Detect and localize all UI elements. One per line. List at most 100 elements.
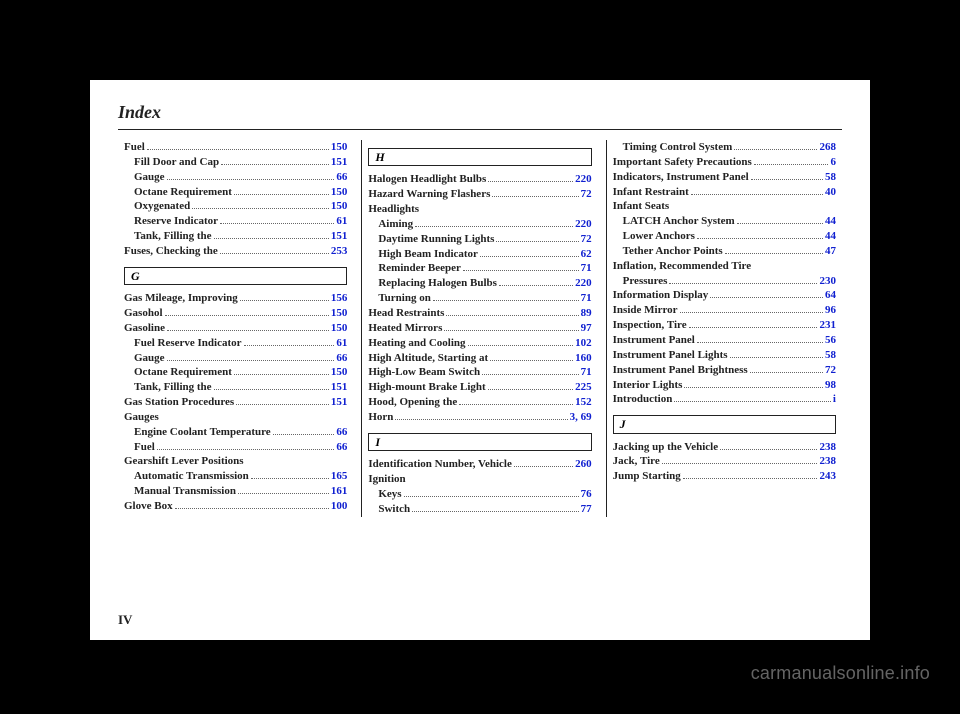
index-entry-label: Replacing Halogen Bulbs (368, 276, 497, 291)
index-entry-page[interactable]: 47 (825, 244, 836, 259)
index-entry-label: Gearshift Lever Positions (124, 454, 244, 469)
index-entry-page[interactable]: 72 (825, 363, 836, 378)
index-entry-page[interactable]: 151 (331, 395, 348, 410)
index-entry-page[interactable]: 72 (581, 187, 592, 202)
index-entry-page[interactable]: 71 (581, 261, 592, 276)
index-entry-page[interactable]: i (833, 392, 836, 407)
index-entry-page[interactable]: 238 (819, 454, 836, 469)
index-entry-page[interactable]: 56 (825, 333, 836, 348)
index-entry-page[interactable]: 62 (581, 247, 592, 262)
index-entry: Instrument Panel Brightness72 (613, 363, 836, 378)
index-entry-page[interactable]: 96 (825, 303, 836, 318)
index-entry-page[interactable]: 64 (825, 288, 836, 303)
index-entry-label: Aiming (368, 217, 413, 232)
leader-dots (490, 352, 573, 360)
index-entry-page[interactable]: 161 (331, 484, 348, 499)
leader-dots (240, 293, 329, 301)
index-entry: Infant Restraint 40 (613, 185, 836, 200)
index-entry-label: High Beam Indicator (368, 247, 478, 262)
index-entry: Oxygenated150 (124, 199, 347, 214)
index-entry-page[interactable]: 44 (825, 214, 836, 229)
index-entry-page[interactable]: 220 (575, 217, 592, 232)
index-entry-label: Automatic Transmission (124, 469, 249, 484)
index-entry-label: Infant Restraint (613, 185, 689, 200)
index-entry-page[interactable]: 220 (575, 172, 592, 187)
page-title: Index (118, 102, 842, 129)
index-entry-page[interactable]: 268 (819, 140, 836, 155)
index-entry: Tether Anchor Points47 (613, 244, 836, 259)
index-entry-page[interactable]: 3, 69 (570, 410, 592, 425)
watermark: carmanualsonline.info (751, 663, 930, 684)
index-entry-page[interactable]: 76 (581, 487, 592, 502)
index-entry-label: Lower Anchors (613, 229, 695, 244)
index-entry-page[interactable]: 58 (825, 170, 836, 185)
index-entry-label: Octane Requirement (124, 365, 232, 380)
index-entry-page[interactable]: 231 (819, 318, 836, 333)
index-entry-page[interactable]: 260 (575, 457, 592, 472)
index-entry-label: Head Restraints (368, 306, 444, 321)
leader-dots (684, 379, 823, 387)
index-entry-page[interactable]: 230 (819, 274, 836, 289)
index-entry-page[interactable]: 253 (331, 244, 348, 259)
index-entry-label: Jack, Tire (613, 454, 660, 469)
index-entry-page[interactable]: 40 (825, 185, 836, 200)
index-entry-page[interactable]: 225 (575, 380, 592, 395)
index-entry-page[interactable]: 66 (336, 351, 347, 366)
leader-dots (725, 246, 823, 254)
index-entry-page[interactable]: 150 (331, 199, 348, 214)
index-entry-page[interactable]: 150 (331, 321, 348, 336)
index-entry-label: Instrument Panel Lights (613, 348, 728, 363)
index-entry-page[interactable]: 66 (336, 170, 347, 185)
index-entry-label: Hazard Warning Flashers (368, 187, 490, 202)
index-entry-label: High-Low Beam Switch (368, 365, 480, 380)
index-entry-page[interactable]: 151 (331, 155, 348, 170)
index-entry-page[interactable]: 152 (575, 395, 592, 410)
index-entry-page[interactable]: 89 (581, 306, 592, 321)
section-letter-header: H (368, 148, 591, 166)
index-entry-label: Fuel (124, 440, 155, 455)
index-entry-page[interactable]: 58 (825, 348, 836, 363)
index-entry: Octane Requirement150 (124, 185, 347, 200)
index-entry-page[interactable]: 102 (575, 336, 592, 351)
index-entry-page[interactable]: 150 (331, 306, 348, 321)
leader-dots (404, 489, 579, 497)
index-entry-page[interactable]: 150 (331, 365, 348, 380)
index-entry-page[interactable]: 150 (331, 185, 348, 200)
index-entry-page[interactable]: 61 (336, 336, 347, 351)
index-entry: Indicators, Instrument Panel58 (613, 170, 836, 185)
index-entry-label: Introduction (613, 392, 673, 407)
index-entry-page[interactable]: 72 (581, 232, 592, 247)
index-entry-label: High Altitude, Starting at (368, 351, 488, 366)
index-entry-page[interactable]: 44 (825, 229, 836, 244)
index-entry-page[interactable]: 71 (581, 365, 592, 380)
leader-dots (496, 234, 578, 242)
index-entry-page[interactable]: 151 (331, 380, 348, 395)
index-entry-page[interactable]: 71 (581, 291, 592, 306)
leader-dots (754, 157, 829, 165)
index-entry: Hazard Warning Flashers 72 (368, 187, 591, 202)
leader-dots (192, 201, 329, 209)
index-entry-page[interactable]: 160 (575, 351, 592, 366)
index-entry-page[interactable]: 151 (331, 229, 348, 244)
index-entry-page[interactable]: 100 (331, 499, 348, 514)
index-entry-page[interactable]: 98 (825, 378, 836, 393)
index-entry-page[interactable]: 238 (819, 440, 836, 455)
index-entry-page[interactable]: 220 (575, 276, 592, 291)
index-entry-page[interactable]: 156 (331, 291, 348, 306)
index-entry: Fuses, Checking the253 (124, 244, 347, 259)
index-entry-page[interactable]: 61 (336, 214, 347, 229)
leader-dots (710, 290, 823, 298)
leader-dots (412, 503, 579, 511)
index-entry-page[interactable]: 97 (581, 321, 592, 336)
manual-index-page: Index Fuel150Fill Door and Cap151Gauge66… (90, 80, 870, 640)
index-entry: Jump Starting243 (613, 469, 836, 484)
index-entry-page[interactable]: 150 (331, 140, 348, 155)
index-entry-page[interactable]: 66 (336, 440, 347, 455)
index-entry-page[interactable]: 66 (336, 425, 347, 440)
index-entry: Fill Door and Cap151 (124, 155, 347, 170)
index-entry-page[interactable]: 243 (819, 469, 836, 484)
index-entry-page[interactable]: 77 (581, 502, 592, 517)
index-entry: Timing Control System268 (613, 140, 836, 155)
index-entry-page[interactable]: 6 (830, 155, 836, 170)
index-entry-page[interactable]: 165 (331, 469, 348, 484)
